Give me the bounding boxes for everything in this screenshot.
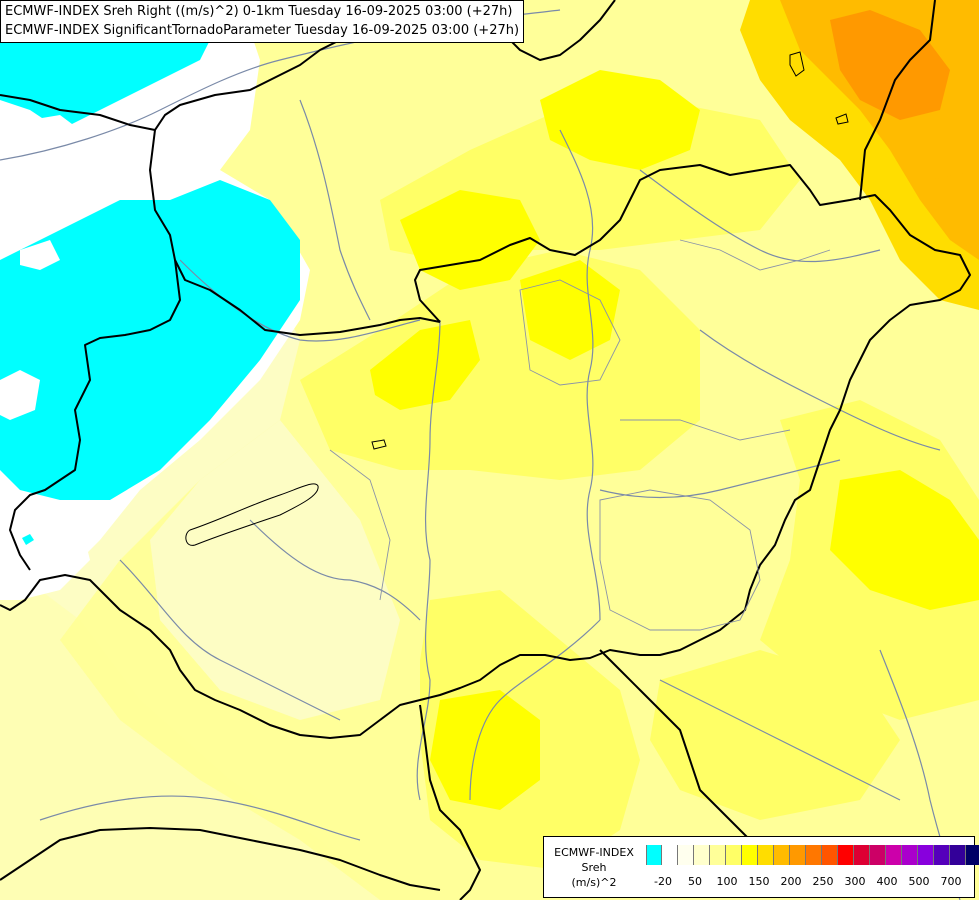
sreh-field-50b <box>0 560 380 900</box>
legend-swatch <box>886 845 902 865</box>
lake-small-c <box>835 113 849 125</box>
sreh-field-white-hole-b <box>0 370 40 420</box>
legend-swatch <box>806 845 822 865</box>
legend-tick-label: 200 <box>780 875 802 888</box>
legend-tick-label: 500 <box>908 875 930 888</box>
legend-tick-label: 400 <box>876 875 898 888</box>
legend-swatch <box>758 845 774 865</box>
lake-small-a <box>371 439 387 450</box>
lake-small-b <box>789 51 805 77</box>
legend-tick-label: 50 <box>688 875 702 888</box>
sreh-field-150-f <box>430 690 540 810</box>
sreh-field-pale <box>150 420 400 720</box>
legend-swatch <box>726 845 742 865</box>
sreh-field-white-hole-c <box>30 115 80 145</box>
regional-boundaries <box>329 239 831 631</box>
title-line-1: ECMWF-INDEX Sreh Right ((m/s)^2) 0-1km T… <box>5 4 513 19</box>
legend-swatch <box>870 845 886 865</box>
sreh-field-150-d <box>520 260 620 360</box>
legend-tick-label: -20 <box>654 875 672 888</box>
title-line-2: ECMWF-INDEX SignificantTornadoParameter … <box>5 23 520 38</box>
legend-swatch <box>678 845 694 865</box>
legend-tick-label: 300 <box>844 875 866 888</box>
legend-units: (m/s)^2 <box>571 876 617 889</box>
sreh-field-300-b <box>930 170 979 250</box>
legend-ticks: -20 50 100 150 200 250 300 400 500 700 <box>646 875 972 891</box>
sreh-field-100-se <box>650 650 900 820</box>
legend-swatch <box>950 845 966 865</box>
legend-tick-label: 250 <box>812 875 834 888</box>
legend-swatch <box>934 845 950 865</box>
color-legend: ECMWF-INDEX Sreh (m/s)^2 -20 50 100 150 200 2… <box>543 836 979 898</box>
legend-swatch <box>694 845 710 865</box>
legend-swatch <box>662 845 678 865</box>
legend-swatches <box>646 845 979 865</box>
legend-tick-label: 700 <box>940 875 962 888</box>
legend-swatch <box>790 845 806 865</box>
sreh-field-negative-main <box>0 180 300 500</box>
legend-swatch <box>742 845 758 865</box>
legend-title-line-2: Sreh <box>581 861 607 874</box>
legend-swatch <box>822 845 838 865</box>
legend-swatch <box>710 845 726 865</box>
legend-swatch <box>854 845 870 865</box>
sreh-field-150-e <box>830 470 979 610</box>
map-title: ECMWF-INDEX Sreh Right ((m/s)^2) 0-1km T… <box>0 0 525 43</box>
sreh-field-300 <box>830 10 950 120</box>
sreh-field-negative-c <box>22 534 34 545</box>
sreh-field-white-hole-a <box>20 240 60 270</box>
sreh-field-150-b <box>540 70 700 170</box>
legend-title: ECMWF-INDEX Sreh (m/s)^2 <box>544 845 644 890</box>
legend-swatch <box>918 845 934 865</box>
sreh-field-150-a <box>370 320 480 410</box>
legend-swatch <box>774 845 790 865</box>
lake-balaton <box>185 483 319 546</box>
legend-tick-label: 150 <box>748 875 770 888</box>
legend-swatch <box>646 845 662 865</box>
legend-tick-label: 100 <box>716 875 738 888</box>
legend-title-line-1: ECMWF-INDEX <box>554 846 634 859</box>
legend-swatch <box>966 845 979 865</box>
legend-swatch <box>902 845 918 865</box>
sreh-field-150-c <box>400 190 540 290</box>
legend-swatch <box>838 845 854 865</box>
